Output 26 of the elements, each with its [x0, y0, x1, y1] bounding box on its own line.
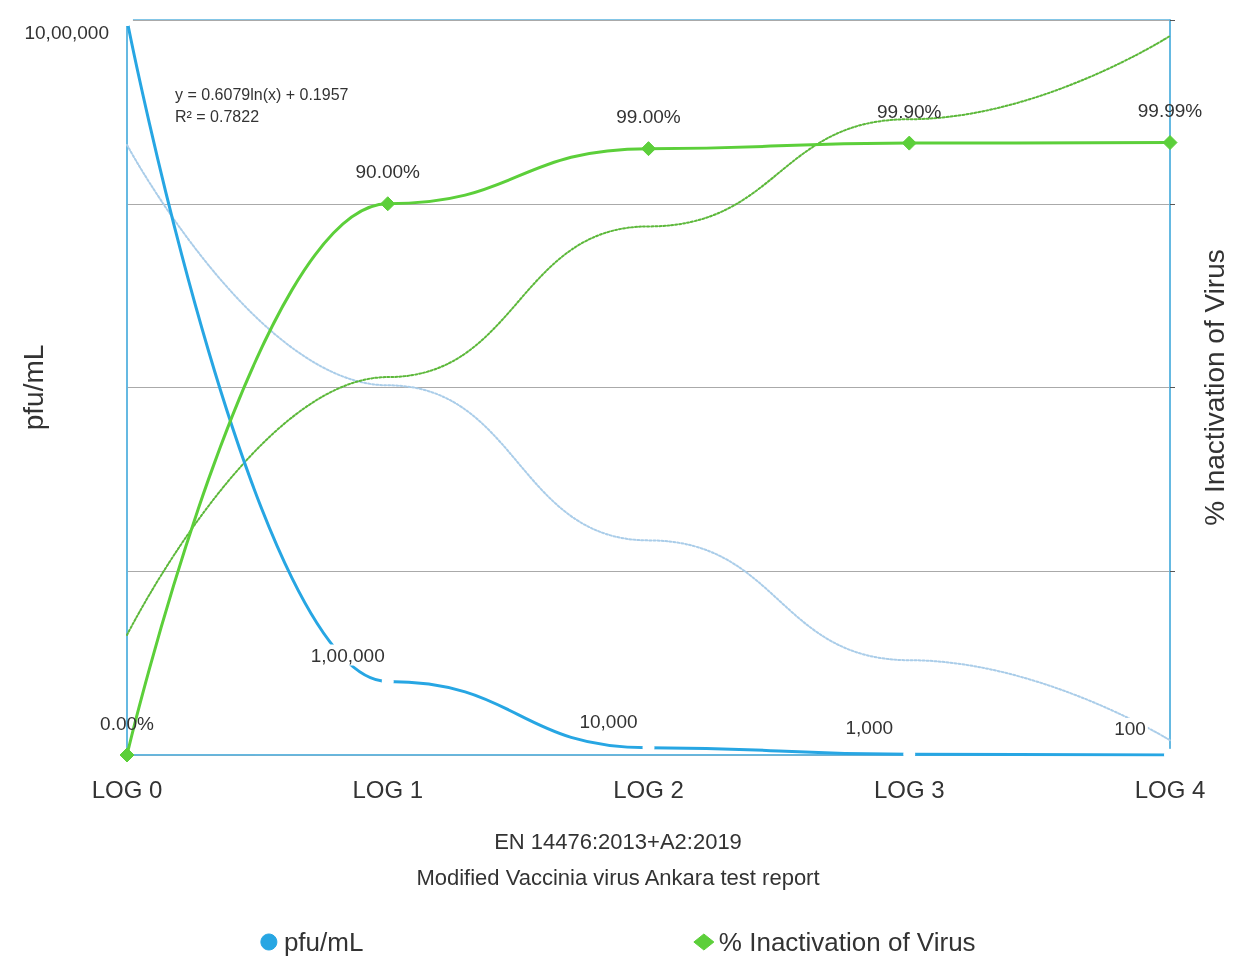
legend-label: % Inactivation of Virus: [718, 927, 976, 957]
x-tick-label: LOG 0: [91, 775, 163, 803]
data-label: 10,00,000: [24, 21, 109, 43]
point: [119, 747, 135, 763]
data-label: 100: [1114, 717, 1146, 739]
point: [1162, 135, 1178, 151]
text: EN 14476:2013+A2:2019: [494, 828, 742, 854]
x-tick-label: LOG 2: [613, 775, 684, 803]
data-label: 90.00%: [355, 161, 421, 183]
point: [380, 196, 396, 212]
data-label: 1,000: [845, 717, 894, 739]
data-label: 1,00,000: [310, 644, 385, 666]
x-tick-label: LOG 3: [873, 775, 945, 803]
point: [641, 141, 656, 157]
point: [901, 135, 917, 151]
x-tick-label: LOG 1: [352, 775, 424, 803]
text: Modified Vaccinia virus Ankara test report: [416, 864, 820, 890]
y2-axis-title: % Inactivation of Virus: [1198, 249, 1230, 526]
y-axis-title: pfu/mL: [17, 344, 49, 431]
annotation: y = 0.6079ln(x) + 0.1957: [175, 85, 349, 103]
data-label: 99.90%: [877, 100, 942, 122]
data-label: 99.00%: [616, 106, 681, 128]
data-label: 10,000: [579, 710, 638, 732]
annotation: R² = 0.7822: [175, 107, 260, 125]
legend-label: pfu/mL: [283, 927, 364, 957]
x-tick-label: LOG 4: [1134, 775, 1206, 803]
